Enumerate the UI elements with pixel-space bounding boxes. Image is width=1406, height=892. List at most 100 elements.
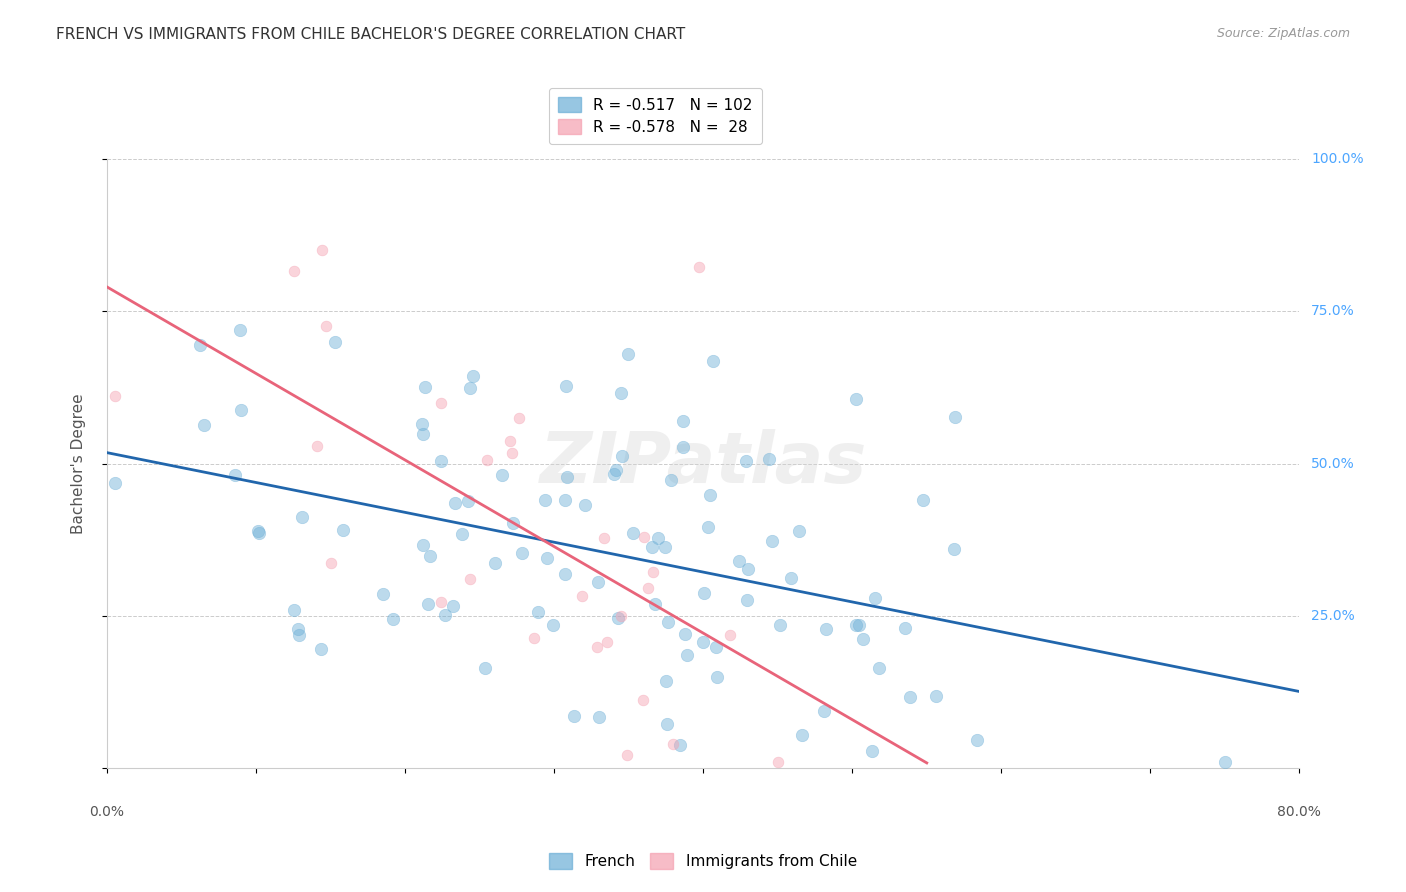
Point: [633, 693, 655, 707]
Point: [605, 463, 627, 477]
Point: [288, 628, 311, 642]
Text: 80.0%: 80.0%: [1278, 805, 1322, 819]
Legend: French, Immigrants from Chile: French, Immigrants from Chile: [543, 847, 863, 875]
Point: [943, 409, 966, 424]
Point: [474, 660, 496, 674]
Point: [536, 550, 558, 565]
Point: [860, 744, 883, 758]
Point: [527, 606, 550, 620]
Point: [966, 732, 988, 747]
Point: [323, 334, 346, 349]
Point: [451, 527, 474, 541]
Point: [699, 488, 721, 502]
Point: [574, 499, 596, 513]
Point: [430, 396, 453, 410]
Point: [659, 473, 682, 487]
Point: [787, 524, 810, 538]
Point: [662, 738, 685, 752]
Point: [484, 557, 506, 571]
Text: FRENCH VS IMMIGRANTS FROM CHILE BACHELOR'S DEGREE CORRELATION CHART: FRENCH VS IMMIGRANTS FROM CHILE BACHELOR…: [56, 27, 686, 42]
Point: [458, 381, 481, 395]
Point: [607, 611, 630, 625]
Point: [554, 566, 576, 581]
Point: [900, 690, 922, 705]
Point: [305, 439, 328, 453]
Point: [533, 493, 555, 508]
Point: [735, 593, 758, 607]
Point: [555, 378, 578, 392]
Point: [706, 670, 728, 684]
Point: [672, 414, 695, 428]
Text: 0.0%: 0.0%: [90, 805, 125, 819]
Legend: R = -0.517   N = 102, R = -0.578   N =  28: R = -0.517 N = 102, R = -0.578 N = 28: [550, 87, 762, 144]
Point: [557, 470, 579, 484]
Point: [332, 524, 354, 538]
Point: [564, 709, 586, 723]
Point: [412, 538, 434, 552]
Point: [769, 618, 792, 632]
Text: 50.0%: 50.0%: [1312, 457, 1355, 471]
Point: [458, 573, 481, 587]
Point: [541, 618, 564, 632]
Point: [672, 441, 695, 455]
Point: [475, 452, 498, 467]
Point: [612, 449, 634, 463]
Point: [692, 635, 714, 649]
Point: [815, 622, 838, 636]
Point: [758, 452, 780, 467]
Point: [655, 673, 678, 688]
Point: [702, 354, 724, 368]
Text: 25.0%: 25.0%: [1312, 609, 1355, 623]
Point: [311, 244, 333, 258]
Point: [641, 565, 664, 579]
Point: [502, 516, 524, 530]
Point: [735, 454, 758, 468]
Point: [588, 709, 610, 723]
Point: [668, 738, 690, 752]
Point: [463, 368, 485, 383]
Point: [693, 586, 716, 600]
Point: [412, 426, 434, 441]
Point: [675, 648, 697, 662]
Point: [501, 445, 523, 459]
Point: [315, 319, 337, 334]
Point: [441, 599, 464, 614]
Point: [655, 717, 678, 731]
Point: [309, 641, 332, 656]
Point: [596, 635, 619, 649]
Point: [319, 557, 342, 571]
Point: [1213, 755, 1236, 769]
Point: [508, 410, 530, 425]
Point: [381, 612, 404, 626]
Point: [247, 524, 270, 539]
Y-axis label: Bachelor's Degree: Bachelor's Degree: [72, 393, 86, 534]
Point: [780, 571, 803, 585]
Point: [413, 380, 436, 394]
Point: [893, 621, 915, 635]
Point: [925, 690, 948, 704]
Point: [247, 525, 270, 540]
Point: [616, 747, 638, 762]
Point: [621, 526, 644, 541]
Text: Source: ZipAtlas.com: Source: ZipAtlas.com: [1216, 27, 1350, 40]
Text: ZIPatlas: ZIPatlas: [540, 429, 868, 498]
Point: [103, 389, 125, 403]
Point: [673, 627, 696, 641]
Point: [430, 595, 453, 609]
Point: [554, 492, 576, 507]
Point: [283, 264, 305, 278]
Text: 100.0%: 100.0%: [1312, 153, 1364, 166]
Point: [491, 468, 513, 483]
Point: [510, 546, 533, 560]
Point: [287, 622, 309, 636]
Point: [704, 640, 727, 654]
Point: [411, 417, 433, 431]
Point: [571, 590, 593, 604]
Point: [737, 562, 759, 576]
Point: [942, 542, 965, 557]
Point: [444, 495, 467, 509]
Point: [845, 618, 868, 632]
Point: [193, 418, 215, 433]
Point: [433, 607, 456, 622]
Point: [609, 609, 631, 624]
